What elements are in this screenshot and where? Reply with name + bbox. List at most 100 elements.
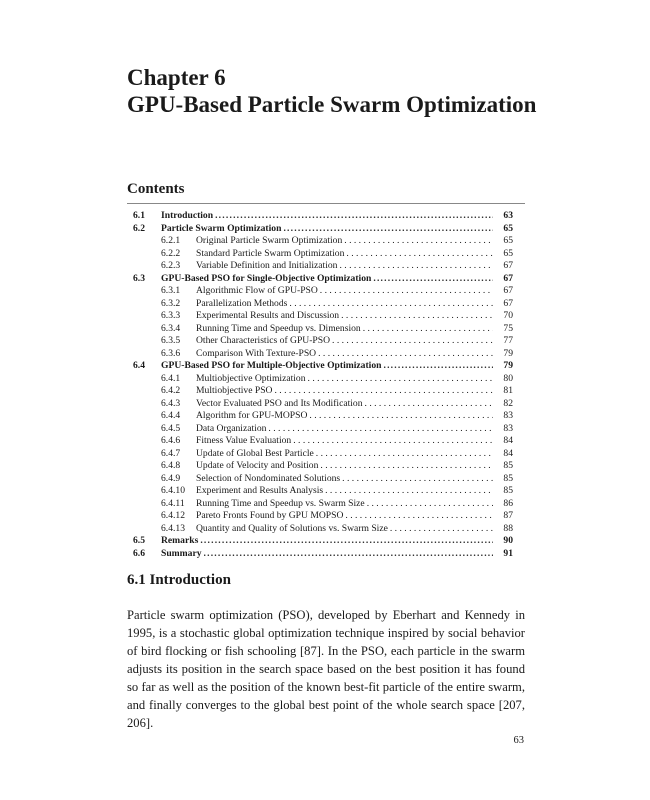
toc-page: 82 — [503, 397, 513, 409]
toc-title: GPU-Based PSO for Single-Objective Optim… — [161, 272, 372, 284]
toc-number: 6.3.4 — [161, 322, 181, 334]
toc-entry[interactable]: 6.4.4 Algorithm for GPU-MOPSO 83 — [133, 410, 513, 423]
toc-number: 6.4.2 — [161, 385, 181, 396]
toc-entry[interactable]: 6.2.2 Standard Particle Swarm Optimizatio… — [133, 248, 513, 261]
toc-number: 6.4.1 — [161, 372, 181, 384]
body-paragraph: Particle swarm optimization (PSO), devel… — [127, 608, 525, 730]
toc-leader — [309, 410, 493, 423]
toc-entry[interactable]: 6.4.10 Experiment and Results Analysis 85 — [133, 485, 513, 498]
toc-entry[interactable]: 6.4.13 Quantity and Quality of Solutions … — [133, 523, 513, 536]
toc-page: 84 — [503, 435, 513, 446]
toc-title: Running Time and Speedup vs. Swarm Size — [196, 497, 365, 509]
toc-number: 6.3.6 — [161, 347, 181, 359]
toc-entry[interactable]: 6.1 Introduction 63 — [133, 210, 513, 223]
toc-entry[interactable]: 6.3.6 Comparison With Texture-PSO 79 — [133, 348, 513, 361]
toc-entry[interactable]: 6.4.12 Pareto Fronts Found by GPU MOPSO 87 — [133, 510, 513, 523]
toc-page: 85 — [503, 485, 513, 496]
toc-entry[interactable]: 6.4.2 Multiobjective PSO 81 — [133, 385, 513, 398]
toc-title: Experimental Results and Discussion — [196, 310, 340, 321]
toc-page: 85 — [503, 460, 513, 471]
toc-number: 6.1 — [133, 210, 145, 221]
contents-rule — [127, 203, 525, 204]
toc-entry[interactable]: 6.4.6 Fitness Value Evaluation 84 — [133, 435, 513, 448]
toc-title: Standard Particle Swarm Optimization — [196, 247, 345, 259]
toc-number: 6.4 — [133, 360, 145, 371]
toc-page: 67 — [503, 260, 513, 271]
toc-page: 67 — [503, 272, 513, 284]
toc-entry[interactable]: 6.2 Particle Swarm Optimization 65 — [133, 223, 513, 236]
toc-number: 6.2.1 — [161, 235, 181, 246]
toc-entry[interactable]: 6.4 GPU-Based PSO for Multiple-Objective … — [133, 360, 513, 373]
toc-leader — [342, 473, 493, 486]
toc-number: 6.4.13 — [161, 522, 185, 534]
toc-title: Quantity and Quality of Solutions vs. Sw… — [196, 522, 388, 534]
toc-title: Algorithm for GPU-MOPSO — [196, 410, 308, 421]
toc-entry[interactable]: 6.3.3 Experimental Results and Discussion… — [133, 310, 513, 323]
toc-title: Summary — [161, 547, 202, 559]
toc-number: 6.4.6 — [161, 435, 181, 446]
toc-number: 6.2 — [133, 222, 145, 234]
toc-title: Pareto Fronts Found by GPU MOPSO — [196, 510, 344, 521]
toc-number: 6.3.3 — [161, 310, 181, 321]
toc-number: 6.6 — [133, 547, 145, 559]
toc-page: 65 — [503, 222, 513, 234]
toc-title: Particle Swarm Optimization — [161, 222, 282, 234]
toc-entry[interactable]: 6.3.4 Running Time and Speedup vs. Dimens… — [133, 323, 513, 336]
toc-entry[interactable]: 6.4.3 Vector Evaluated PSO and Its Modifi… — [133, 398, 513, 411]
toc-page: 80 — [503, 372, 513, 384]
toc-leader — [318, 348, 493, 361]
section-heading: 6.1 Introduction — [127, 572, 231, 588]
toc-leader — [365, 398, 493, 411]
toc-number: 6.3.1 — [161, 285, 181, 296]
toc-entry[interactable]: 6.4.9 Selection of Nondominated Solutions… — [133, 473, 513, 486]
toc-leader — [200, 535, 493, 548]
toc-leader — [363, 323, 493, 336]
toc-title: Comparison With Texture-PSO — [196, 347, 317, 359]
toc-title: Fitness Value Evaluation — [196, 435, 292, 446]
toc-entry[interactable]: 6.4.8 Update of Velocity and Position 85 — [133, 460, 513, 473]
toc-entry[interactable]: 6.4.7 Update of Global Best Particle 84 — [133, 448, 513, 461]
toc-leader — [268, 423, 493, 436]
toc-page: 75 — [503, 322, 513, 334]
toc-entry[interactable]: 6.3.1 Algorithmic Flow of GPU-PSO 67 — [133, 285, 513, 298]
toc-leader — [308, 373, 493, 386]
toc-page: 70 — [503, 310, 513, 321]
toc-number: 6.4.10 — [161, 485, 185, 496]
toc-page: 79 — [503, 360, 513, 371]
toc-number: 6.4.5 — [161, 422, 181, 434]
toc-title: Update of Global Best Particle — [196, 447, 314, 459]
toc-leader — [283, 223, 493, 236]
toc-entry[interactable]: 6.3.2 Parallelization Methods 67 — [133, 298, 513, 311]
toc-entry[interactable]: 6.5 Remarks 90 — [133, 535, 513, 548]
toc-leader — [341, 310, 493, 323]
toc-title: GPU-Based PSO for Multiple-Objective Opt… — [161, 360, 382, 371]
toc-entry[interactable]: 6.6 Summary 91 — [133, 548, 513, 561]
toc-title: Original Particle Swarm Optimization — [196, 235, 343, 246]
toc-page: 90 — [503, 535, 513, 546]
toc-entry[interactable]: 6.3 GPU-Based PSO for Single-Objective Op… — [133, 273, 513, 286]
toc-entry[interactable]: 6.2.3 Variable Definition and Initializat… — [133, 260, 513, 273]
toc-number: 6.2.2 — [161, 247, 181, 259]
toc-number: 6.5 — [133, 535, 145, 546]
toc-leader — [316, 448, 493, 461]
toc-number: 6.2.3 — [161, 260, 181, 271]
toc-entry[interactable]: 6.4.11 Running Time and Speedup vs. Swarm… — [133, 498, 513, 511]
toc-page: 84 — [503, 447, 513, 459]
toc-page: 83 — [503, 422, 513, 434]
toc-title: Multiobjective PSO — [196, 385, 273, 396]
toc-entry[interactable]: 6.3.5 Other Characteristics of GPU-PSO 77 — [133, 335, 513, 348]
toc-entry[interactable]: 6.4.1 Multiobjective Optimization 80 — [133, 373, 513, 386]
toc-leader — [339, 260, 493, 273]
toc-entry[interactable]: 6.4.5 Data Organization 83 — [133, 423, 513, 436]
toc-page: 83 — [503, 410, 513, 421]
toc-number: 6.4.12 — [161, 510, 185, 521]
toc-entry[interactable]: 6.2.1 Original Particle Swarm Optimizatio… — [133, 235, 513, 248]
toc-page: 79 — [503, 347, 513, 359]
toc-page: 65 — [503, 247, 513, 259]
toc-page: 77 — [503, 335, 513, 346]
toc-page: 86 — [503, 497, 513, 509]
toc-title: Other Characteristics of GPU-PSO — [196, 335, 331, 346]
toc-leader — [320, 460, 493, 473]
toc-leader — [345, 510, 493, 523]
toc-title: Remarks — [161, 535, 199, 546]
